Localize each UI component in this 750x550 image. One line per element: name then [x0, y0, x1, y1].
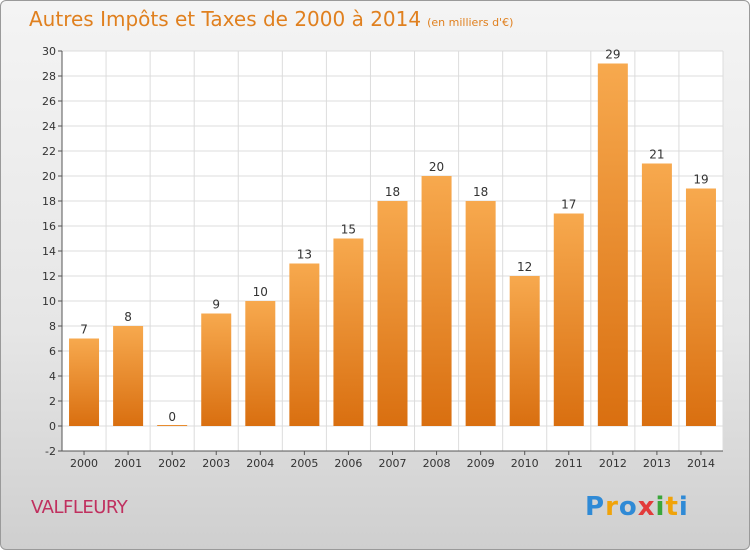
- bar: [157, 425, 188, 426]
- data-label: 8: [124, 310, 132, 324]
- bar: [421, 176, 452, 426]
- logo-letter: r: [605, 492, 619, 522]
- place-name: VALFLEURY: [31, 497, 128, 518]
- y-tick-label: 20: [42, 170, 56, 183]
- data-label: 12: [517, 260, 532, 274]
- y-tick-label: 16: [42, 220, 56, 233]
- y-tick-label: 12: [42, 270, 56, 283]
- y-tick-label: 22: [42, 145, 56, 158]
- logo-letter: o: [618, 492, 638, 522]
- unit-note: (en milliers d'€): [427, 16, 514, 29]
- data-label: 20: [429, 160, 444, 174]
- chart-title: Autres Impôts et Taxes de 2000 à 2014 (en…: [29, 7, 513, 31]
- x-tick-label: 2002: [158, 457, 186, 470]
- data-label: 7: [80, 323, 88, 337]
- data-label: 0: [168, 410, 176, 424]
- data-label: 19: [693, 173, 708, 187]
- data-label: 18: [473, 185, 488, 199]
- x-tick-label: 2013: [643, 457, 671, 470]
- x-tick-label: 2003: [202, 457, 230, 470]
- bar: [69, 338, 100, 426]
- data-label: 29: [605, 48, 620, 62]
- bar: [113, 326, 144, 426]
- bar: [377, 201, 408, 426]
- x-tick-label: 2007: [379, 457, 407, 470]
- logo-letter: t: [665, 492, 679, 522]
- data-label: 18: [385, 185, 400, 199]
- x-tick-label: 2000: [70, 457, 98, 470]
- x-tick-label: 2011: [555, 457, 583, 470]
- bar: [245, 301, 276, 426]
- x-tick-label: 2008: [423, 457, 451, 470]
- bar: [333, 238, 364, 426]
- x-tick-label: 2014: [687, 457, 715, 470]
- y-tick-label: -2: [45, 445, 56, 458]
- logo-letter: i: [678, 492, 689, 522]
- y-tick-label: 18: [42, 195, 56, 208]
- proxiti-logo: Proxiti: [585, 492, 689, 522]
- y-tick-label: 2: [49, 395, 56, 408]
- title-text: Autres Impôts et Taxes de 2000 à 2014: [29, 7, 422, 31]
- bar: [553, 213, 584, 426]
- x-tick-label: 2006: [334, 457, 362, 470]
- y-tick-label: 8: [49, 320, 56, 333]
- y-tick-label: 14: [42, 245, 56, 258]
- y-tick-label: 30: [42, 45, 56, 58]
- logo-letter: P: [585, 492, 606, 522]
- x-tick-label: 2005: [290, 457, 318, 470]
- data-label: 15: [341, 223, 356, 237]
- bar: [597, 63, 628, 426]
- y-tick-label: 24: [42, 120, 56, 133]
- x-tick-label: 2010: [511, 457, 539, 470]
- y-tick-label: 4: [49, 370, 56, 383]
- y-tick-label: 6: [49, 345, 56, 358]
- data-label: 21: [649, 148, 664, 162]
- data-label: 17: [561, 198, 576, 212]
- data-label: 13: [297, 248, 312, 262]
- bar: [685, 188, 716, 426]
- bar: [201, 313, 232, 426]
- y-tick-label: 0: [49, 420, 56, 433]
- data-label: 9: [212, 298, 220, 312]
- logo-letter: x: [637, 492, 656, 522]
- bar: [465, 201, 496, 426]
- data-label: 10: [253, 285, 268, 299]
- bar: [641, 163, 672, 426]
- y-tick-label: 10: [42, 295, 56, 308]
- x-tick-label: 2004: [246, 457, 274, 470]
- bar: [289, 263, 320, 426]
- bar: [509, 276, 540, 426]
- x-tick-label: 2009: [467, 457, 495, 470]
- y-tick-label: 26: [42, 95, 56, 108]
- logo-letter: i: [655, 492, 666, 522]
- y-tick-label: 28: [42, 70, 56, 83]
- x-tick-label: 2012: [599, 457, 627, 470]
- x-tick-label: 2001: [114, 457, 142, 470]
